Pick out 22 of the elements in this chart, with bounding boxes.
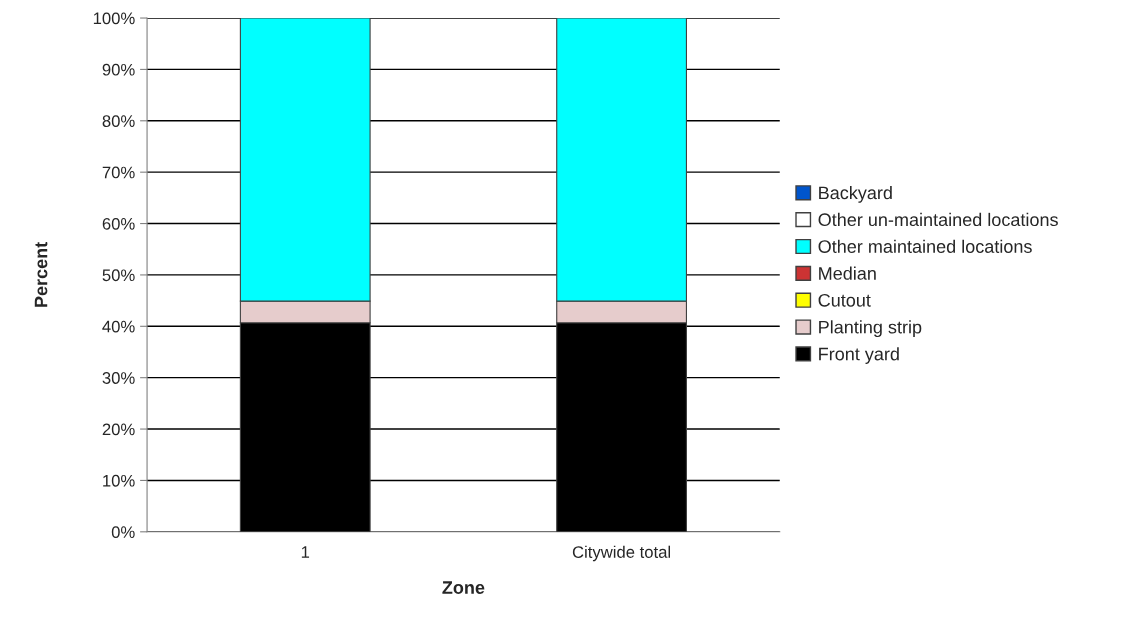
y-tick-label: 30%	[102, 372, 135, 384]
legend-label: Planting strip	[819, 320, 922, 338]
y-tick-label: 80%	[102, 115, 135, 127]
y-tick-label: 0%	[111, 526, 135, 539]
legend-label: Other un-maintained locations	[818, 212, 1058, 227]
legend-label: Backyard	[819, 185, 892, 203]
y-axis-title: Percent	[34, 242, 48, 307]
legend-label: Other maintained locations	[818, 239, 1032, 253]
legend-label: Median	[819, 266, 876, 280]
y-tick-label: 60%	[102, 217, 135, 230]
y-tick-label: 40%	[102, 320, 135, 333]
y-tick-label: 20%	[102, 423, 135, 436]
y-tick-label: 50%	[102, 269, 135, 282]
y-tick-label: 100%	[93, 12, 135, 25]
y-tick-label: 10%	[103, 474, 135, 487]
x-tick-label: 1	[301, 546, 310, 558]
legend-label: Front yard	[819, 347, 899, 364]
legend-label: Cutout	[818, 293, 871, 307]
y-tick-label: 70%	[102, 166, 135, 179]
y-tick-label: 90%	[102, 63, 135, 76]
x-axis-title: Zone	[442, 581, 485, 594]
x-tick-label: Citywide total	[572, 545, 671, 562]
